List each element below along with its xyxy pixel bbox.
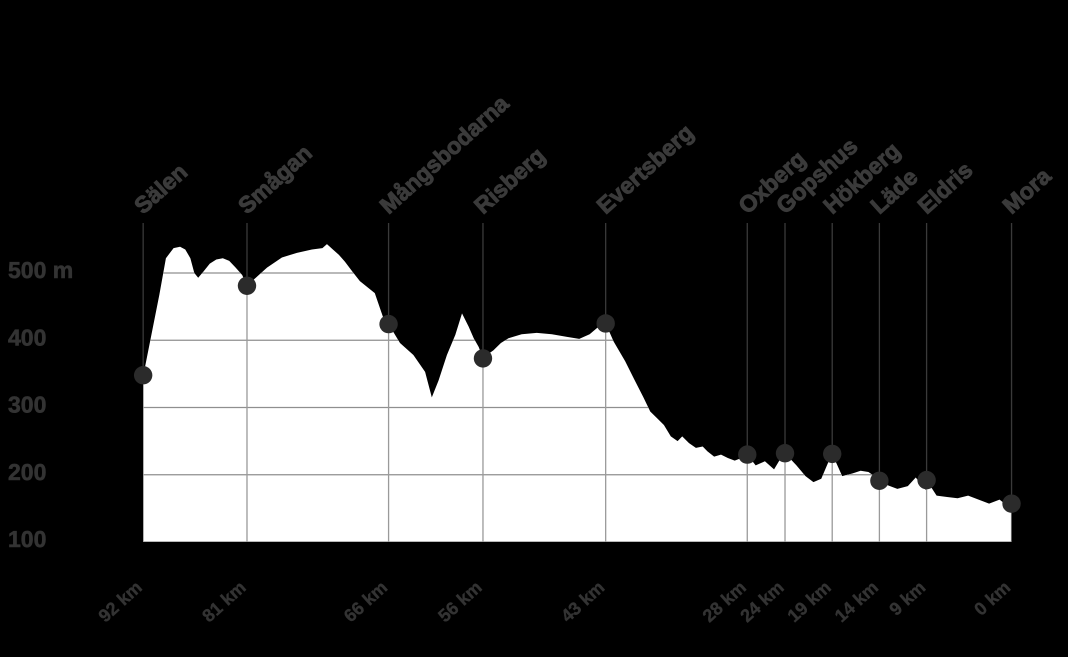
svg-text:100: 100 [8, 526, 46, 552]
svg-text:400: 400 [8, 324, 46, 350]
svg-text:300: 300 [8, 392, 46, 418]
svg-text:500 m: 500 m [8, 257, 73, 283]
svg-text:200: 200 [8, 459, 46, 485]
